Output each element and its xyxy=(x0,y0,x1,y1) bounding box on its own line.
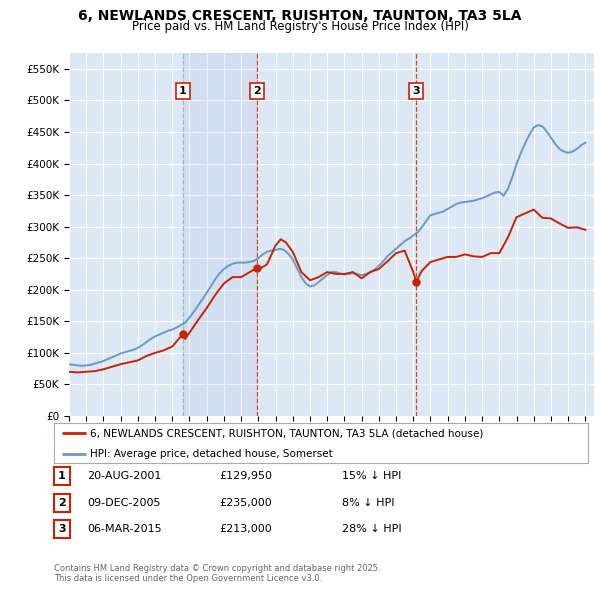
Text: 3: 3 xyxy=(58,525,65,534)
Text: 20-AUG-2001: 20-AUG-2001 xyxy=(87,471,161,481)
Text: £129,950: £129,950 xyxy=(219,471,272,481)
Text: £213,000: £213,000 xyxy=(219,525,272,534)
Text: 06-MAR-2015: 06-MAR-2015 xyxy=(87,525,161,534)
Text: 09-DEC-2005: 09-DEC-2005 xyxy=(87,498,161,507)
Text: 2: 2 xyxy=(58,498,65,507)
Text: 28% ↓ HPI: 28% ↓ HPI xyxy=(342,525,401,534)
Text: 6, NEWLANDS CRESCENT, RUISHTON, TAUNTON, TA3 5LA: 6, NEWLANDS CRESCENT, RUISHTON, TAUNTON,… xyxy=(78,9,522,23)
Text: 1: 1 xyxy=(58,471,65,481)
Text: Price paid vs. HM Land Registry's House Price Index (HPI): Price paid vs. HM Land Registry's House … xyxy=(131,20,469,33)
Bar xyxy=(183,53,257,416)
Text: 1: 1 xyxy=(179,86,187,96)
Text: Contains HM Land Registry data © Crown copyright and database right 2025.
This d: Contains HM Land Registry data © Crown c… xyxy=(54,563,380,583)
Text: 6, NEWLANDS CRESCENT, RUISHTON, TAUNTON, TA3 5LA (detached house): 6, NEWLANDS CRESCENT, RUISHTON, TAUNTON,… xyxy=(91,428,484,438)
Text: £235,000: £235,000 xyxy=(219,498,272,507)
Text: 8% ↓ HPI: 8% ↓ HPI xyxy=(342,498,395,507)
Text: 15% ↓ HPI: 15% ↓ HPI xyxy=(342,471,401,481)
Text: 2: 2 xyxy=(253,86,261,96)
Text: HPI: Average price, detached house, Somerset: HPI: Average price, detached house, Some… xyxy=(91,450,333,460)
Text: 3: 3 xyxy=(412,86,420,96)
